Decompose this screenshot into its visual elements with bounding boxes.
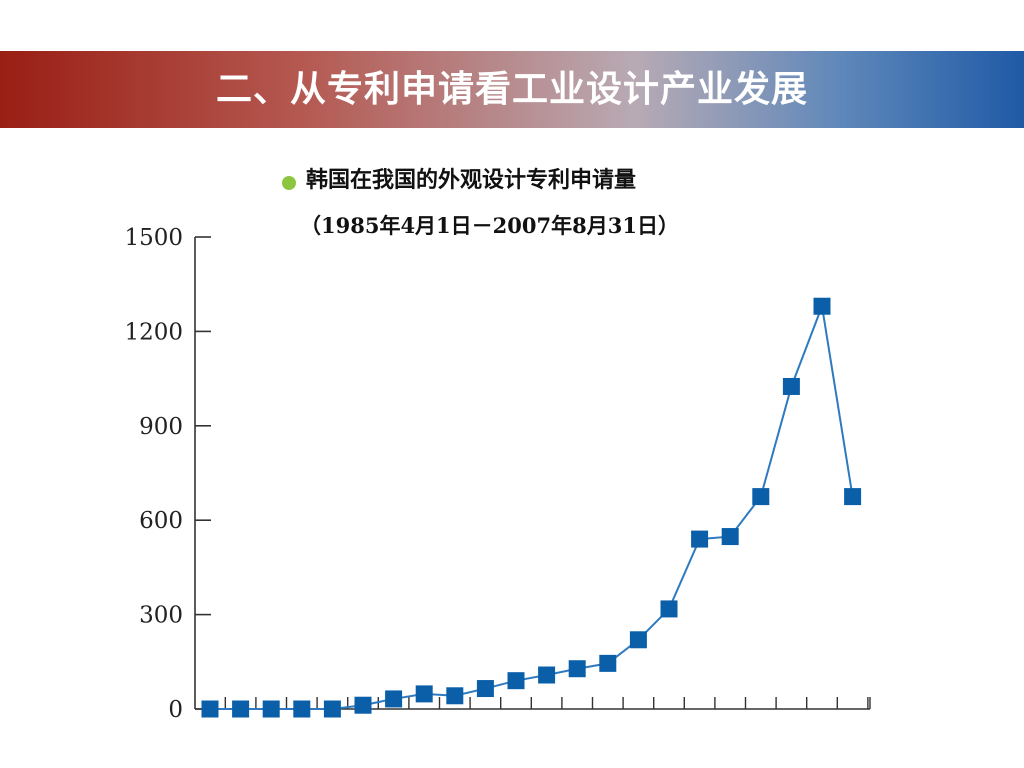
y-tick-label: 1500 [124, 225, 183, 251]
data-point-marker [354, 696, 372, 714]
data-point-marker [813, 297, 831, 315]
series-line [210, 302, 854, 710]
date-range-text: （1985年4月1日－2007年8月31日） [300, 213, 679, 238]
data-point-marker [446, 687, 464, 705]
data-point-marker [415, 685, 433, 703]
data-point-marker [507, 672, 525, 690]
data-point-marker [568, 660, 586, 678]
data-point-marker [476, 680, 494, 698]
data-point-marker [538, 666, 556, 684]
y-tick-label: 1200 [124, 319, 183, 345]
chart-subtitle: 韩国在我国的外观设计专利申请量 [282, 160, 636, 196]
data-point-marker [629, 631, 647, 649]
data-point-marker [385, 690, 403, 708]
data-point-marker [293, 700, 311, 718]
data-point-marker [844, 488, 862, 506]
data-point-marker [660, 600, 678, 618]
data-point-marker [782, 377, 800, 395]
data-point-marker [691, 530, 709, 548]
data-point-marker [201, 700, 219, 718]
bullet-dot-icon [282, 176, 296, 190]
y-tick-label: 900 [139, 414, 183, 440]
title-band: 二、从专利申请看工业设计产业发展 [0, 51, 1024, 128]
data-point-marker [232, 700, 250, 718]
data-point-marker [721, 528, 739, 546]
data-point-marker [323, 700, 341, 718]
y-tick-label: 0 [168, 697, 183, 723]
data-point-marker [599, 654, 617, 672]
slide-title: 二、从专利申请看工业设计产业发展 [215, 69, 808, 110]
data-point-marker [752, 488, 770, 506]
y-tick-label: 300 [139, 603, 183, 629]
y-tick-label: 600 [139, 508, 183, 534]
data-point-marker [262, 700, 280, 718]
subtitle-text: 韩国在我国的外观设计专利申请量 [306, 168, 637, 193]
